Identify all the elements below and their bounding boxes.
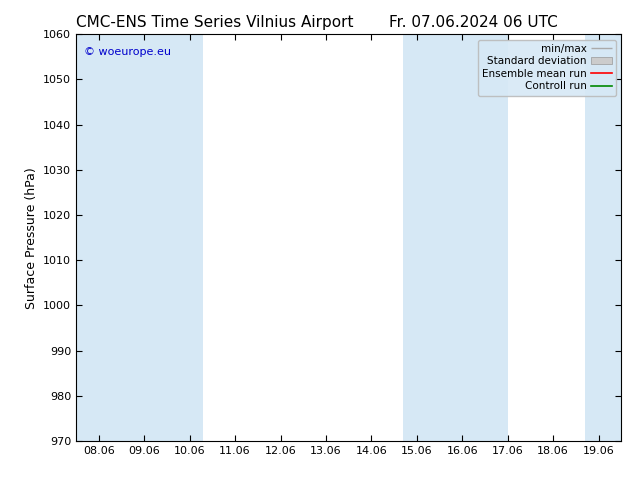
Y-axis label: Surface Pressure (hPa): Surface Pressure (hPa) (25, 167, 37, 309)
Bar (403, 34, 508, 441)
Text: CMC-ENS Time Series Vilnius Airport: CMC-ENS Time Series Vilnius Airport (76, 15, 354, 30)
Legend: min/max, Standard deviation, Ensemble mean run, Controll run: min/max, Standard deviation, Ensemble me… (478, 40, 616, 96)
Text: Fr. 07.06.2024 06 UTC: Fr. 07.06.2024 06 UTC (389, 15, 558, 30)
Text: © woeurope.eu: © woeurope.eu (84, 47, 171, 56)
Bar (585, 34, 621, 441)
Bar (76, 34, 204, 441)
